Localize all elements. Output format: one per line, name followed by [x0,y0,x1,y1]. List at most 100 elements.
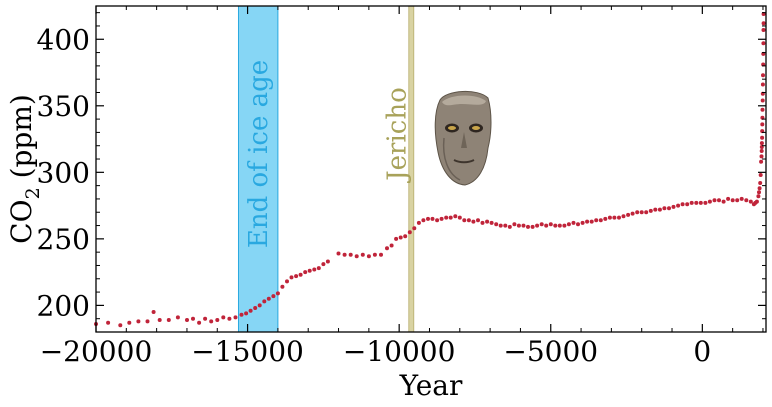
y-tick-label: 200 [37,289,90,322]
data-point [118,323,123,328]
data-point [639,210,644,215]
ice-age-band [237,5,279,333]
data-point [453,214,458,219]
data-point [761,73,765,78]
data-point [757,186,762,191]
data-point [266,296,271,301]
data-point [248,308,253,313]
data-point [759,154,764,159]
data-point [136,319,141,324]
data-point [385,246,389,251]
y-tick-label: 250 [37,223,90,256]
data-point [576,222,580,227]
data-point [151,310,156,314]
data-point [562,223,567,228]
data-point [444,215,449,220]
data-point [662,206,667,211]
data-point [544,223,549,228]
data-point [548,222,553,227]
data-point [694,200,699,205]
data-point [707,199,712,204]
data-point [598,218,603,223]
data-point [761,21,766,26]
data-point [257,303,262,308]
data-point [756,194,761,199]
data-point [348,252,353,257]
data-point [430,216,435,221]
data-point [759,141,764,146]
data-point [553,223,558,228]
data-point [106,320,111,325]
data-point [127,320,132,325]
data-point [471,219,476,224]
data-point [530,224,535,229]
data-point [698,200,703,205]
y-tick-label: 350 [37,90,90,123]
data-point [512,222,517,227]
data-point [289,275,294,280]
x-axis-title: Year [399,369,463,402]
data-point [262,299,267,304]
y-axis-title: CO2 (ppm) [5,94,44,244]
data-point [316,266,321,271]
data-point [227,316,232,321]
data-point [680,202,685,207]
data-point [498,223,503,228]
data-point [630,211,635,216]
plot-frame [95,5,767,333]
data-point [712,198,717,203]
data-point [466,218,471,223]
data-point [557,223,562,228]
data-point [321,262,326,267]
data-point [735,198,740,203]
data-point [215,318,220,322]
data-point [307,268,312,273]
data-point [657,207,662,212]
data-point [233,315,238,320]
x-tick-label: −10000 [343,335,456,368]
data-point [336,251,341,256]
skull-shading [442,137,461,181]
data-point [480,220,485,225]
data-point [759,149,764,153]
data-point [754,199,759,204]
data-point [325,259,330,264]
data-point [760,82,765,87]
data-point [412,226,417,231]
data-point [594,218,599,223]
axis-ticks: −20000 −15000 −10000 −5000 0 200 250 300 350 400 [37,6,766,368]
data-point [760,98,765,103]
data-point [294,274,299,279]
data-point [280,284,285,289]
data-point [485,219,490,224]
data-point [717,198,721,203]
jericho-label: Jericho [382,87,412,184]
data-point [271,294,276,299]
data-point [372,252,377,257]
data-point [354,254,359,259]
data-point [721,199,726,204]
skull-shell-eye-left [448,126,456,130]
skull-brow [442,95,486,106]
data-point [457,215,462,220]
data-point [239,312,244,317]
data-point [360,252,365,257]
data-point [648,208,653,213]
data-point [462,218,467,223]
data-point [191,316,195,321]
data-point [285,279,289,284]
data-point [759,159,764,164]
data-point [539,222,544,227]
data-point [303,270,308,275]
data-point [671,204,676,209]
data-point [221,315,226,320]
data-point [516,223,521,228]
data-point [617,215,621,220]
data-point [526,224,530,229]
data-point [667,206,671,211]
jericho-skull-image [434,91,492,186]
data-point [730,198,735,203]
data-point [489,220,494,225]
data-point [448,215,453,220]
data-point [612,215,617,220]
